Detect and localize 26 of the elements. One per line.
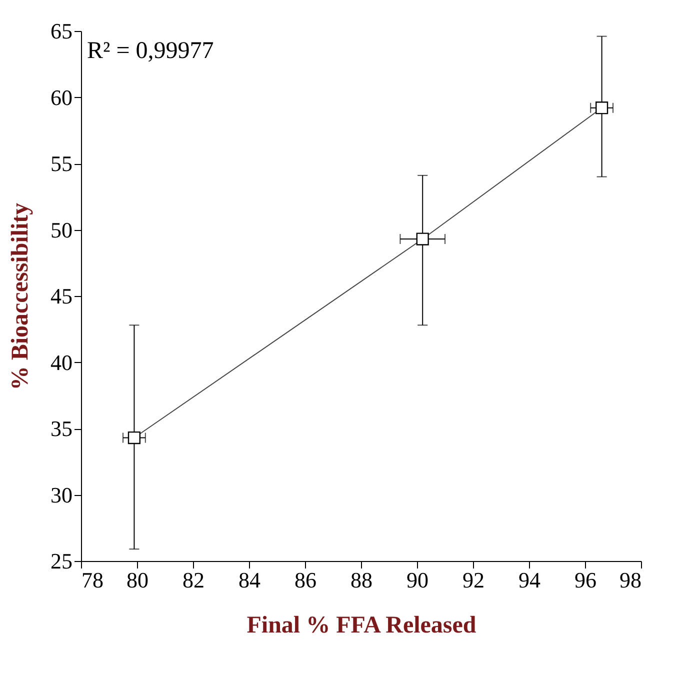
y-tick-label: 65 [50, 18, 72, 44]
x-tick-label: 78 [82, 568, 104, 592]
y-tick-label: 30 [50, 482, 72, 508]
x-tick-label: 80 [126, 568, 148, 592]
y-tick-label: 35 [50, 416, 72, 441]
point [416, 232, 429, 246]
y-tick-label: 50 [50, 217, 72, 242]
x-tick-label: 92 [462, 568, 484, 592]
y-tick-label: 40 [50, 350, 72, 375]
point [128, 431, 140, 444]
x-tick-label: 96 [574, 568, 596, 592]
x-tick-label: 90 [406, 568, 428, 592]
annotation: R² = 0,99977 [87, 38, 214, 64]
x-tick-label: 94 [518, 568, 540, 592]
y-tick-label: 25 [50, 548, 72, 574]
x-tick-label: 82 [182, 568, 204, 592]
y-tick-label: 45 [50, 284, 72, 308]
y-tick-label: 60 [50, 84, 72, 110]
x-tick-label: 86 [294, 568, 316, 592]
x-tick-label: 88 [350, 568, 372, 592]
x-axis-title: Final % FFA Released [246, 612, 477, 638]
y-axis-title: % Bioaccessibility [8, 202, 34, 390]
y-tick-label: 55 [50, 151, 72, 176]
point [596, 102, 608, 114]
x-tick-label: 84 [238, 568, 260, 592]
x-tick-label: 98 [620, 568, 642, 592]
